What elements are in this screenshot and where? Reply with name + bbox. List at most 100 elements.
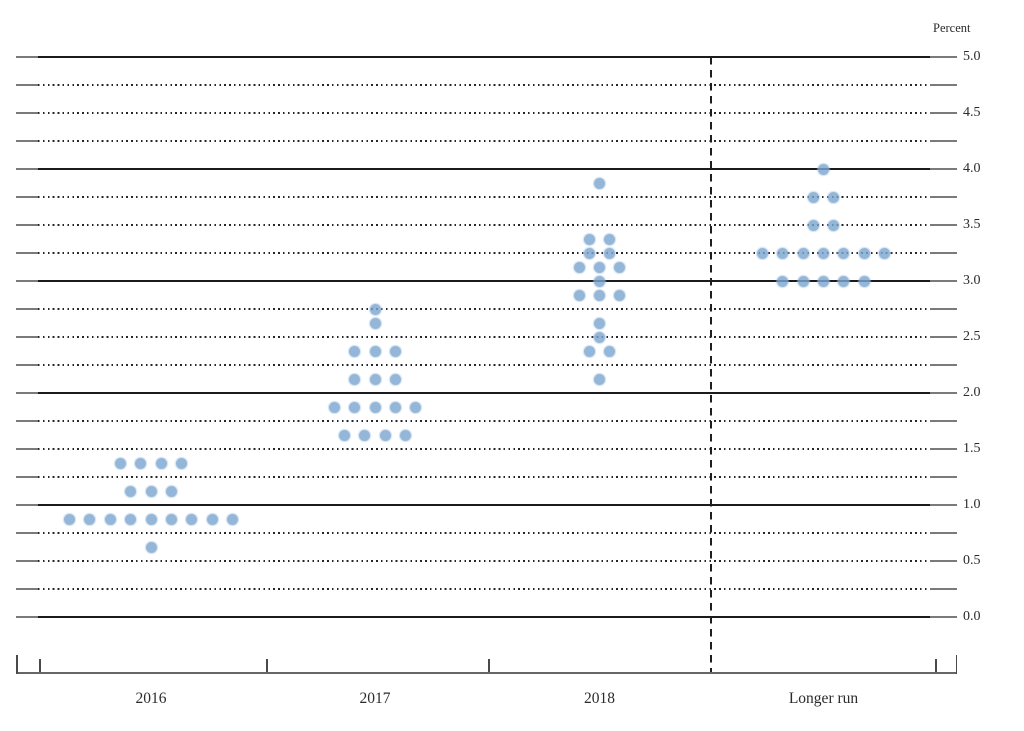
projection-dot bbox=[206, 513, 218, 525]
gridline-left-cap bbox=[16, 252, 38, 254]
x-axis-tick bbox=[266, 659, 268, 672]
x-axis-label-2017: 2017 bbox=[359, 690, 391, 707]
gridline-right-cap bbox=[930, 56, 957, 58]
gridline-right-cap bbox=[930, 616, 957, 618]
x-axis-label-2018: 2018 bbox=[584, 690, 615, 707]
projection-dot bbox=[807, 219, 819, 231]
gridline-right-cap bbox=[930, 504, 957, 506]
projection-dot bbox=[186, 513, 198, 525]
projection-dot bbox=[594, 373, 605, 385]
projection-dot bbox=[389, 373, 401, 385]
projection-dot bbox=[369, 373, 381, 385]
y-axis-tick-label: 3.0 bbox=[963, 273, 981, 288]
x-axis-tick bbox=[488, 659, 490, 672]
projection-dot bbox=[777, 275, 789, 287]
gridline-left-cap bbox=[16, 196, 38, 198]
projection-dot bbox=[604, 233, 616, 245]
gridline-dotted bbox=[38, 308, 930, 310]
projection-dot bbox=[614, 289, 626, 301]
projection-dot bbox=[614, 261, 626, 273]
projection-dot bbox=[838, 275, 850, 287]
projection-dot bbox=[573, 261, 585, 273]
gridline-left-cap bbox=[16, 616, 38, 618]
gridline-left-cap bbox=[16, 168, 38, 170]
projection-dot bbox=[838, 247, 850, 259]
gridline-right-cap bbox=[930, 224, 957, 226]
gridline-left-cap bbox=[16, 336, 38, 338]
gridline-dotted bbox=[38, 336, 930, 338]
y-axis-tick-label: 0.0 bbox=[963, 609, 981, 624]
gridline-right-cap bbox=[930, 84, 957, 86]
gridline-dotted bbox=[38, 140, 930, 142]
projection-dot bbox=[828, 219, 840, 231]
gridline-left-cap bbox=[16, 532, 38, 534]
gridline-left-cap bbox=[16, 476, 38, 478]
gridline-left-cap bbox=[16, 392, 38, 394]
projection-dot bbox=[604, 345, 616, 357]
gridline-dotted bbox=[38, 196, 930, 198]
projection-dot bbox=[165, 485, 177, 497]
projection-dot bbox=[594, 331, 605, 343]
gridline-left-cap bbox=[16, 308, 38, 310]
projection-dot bbox=[389, 345, 401, 357]
gridline-solid bbox=[38, 504, 930, 506]
projection-dot bbox=[125, 485, 137, 497]
projection-dot bbox=[807, 191, 819, 203]
gridline-dotted bbox=[38, 588, 930, 590]
gridline-left-cap bbox=[16, 224, 38, 226]
gridline-right-cap bbox=[930, 336, 957, 338]
gridline-left-cap bbox=[16, 504, 38, 506]
projection-dot bbox=[400, 429, 412, 441]
projection-dot bbox=[594, 275, 605, 287]
gridline-right-cap bbox=[930, 252, 957, 254]
gridline-right-cap bbox=[930, 308, 957, 310]
projection-dot bbox=[369, 317, 381, 329]
projection-dot bbox=[818, 247, 829, 259]
x-axis-end-tick bbox=[16, 655, 18, 674]
gridline-dotted bbox=[38, 224, 930, 226]
y-axis-tick-label: 1.0 bbox=[963, 497, 981, 512]
y-axis-unit-label: Percent bbox=[933, 21, 971, 35]
gridline-solid bbox=[38, 392, 930, 394]
gridline-dotted bbox=[38, 560, 930, 562]
projection-dot bbox=[583, 233, 595, 245]
y-axis-tick-label: 0.5 bbox=[963, 553, 981, 568]
projection-dot bbox=[145, 513, 157, 525]
projection-dot bbox=[328, 401, 340, 413]
gridline-solid bbox=[38, 56, 930, 58]
y-axis-tick-label: 1.5 bbox=[963, 441, 981, 456]
projection-dot bbox=[797, 247, 809, 259]
gridline-right-cap bbox=[930, 280, 957, 282]
gridline-left-cap bbox=[16, 56, 38, 58]
projection-dot bbox=[349, 373, 361, 385]
gridline-right-cap bbox=[930, 168, 957, 170]
projection-dot bbox=[828, 191, 840, 203]
gridline-dotted bbox=[38, 112, 930, 114]
projection-dot bbox=[379, 429, 391, 441]
projection-dot bbox=[176, 457, 188, 469]
gridline-dotted bbox=[38, 476, 930, 478]
projection-dot bbox=[135, 457, 147, 469]
projection-dot bbox=[583, 345, 595, 357]
projection-dot bbox=[369, 401, 381, 413]
projection-dot bbox=[583, 247, 595, 259]
x-axis-tick bbox=[935, 659, 937, 672]
gridline-dotted bbox=[38, 252, 930, 254]
y-axis-tick-label: 5.0 bbox=[963, 49, 981, 64]
gridline-right-cap bbox=[930, 140, 957, 142]
gridline-right-cap bbox=[930, 560, 957, 562]
gridline-dotted bbox=[38, 420, 930, 422]
x-axis-end-tick bbox=[955, 655, 958, 674]
projection-dot bbox=[114, 457, 126, 469]
projection-dot bbox=[818, 275, 829, 287]
projection-dot bbox=[818, 163, 829, 175]
projection-dot bbox=[369, 345, 381, 357]
projection-dot bbox=[349, 345, 361, 357]
projection-dot bbox=[858, 275, 870, 287]
projection-dot bbox=[604, 247, 616, 259]
gridline-right-cap bbox=[930, 364, 957, 366]
gridline-solid bbox=[38, 168, 930, 170]
projection-dot bbox=[63, 513, 75, 525]
projection-dot bbox=[125, 513, 137, 525]
